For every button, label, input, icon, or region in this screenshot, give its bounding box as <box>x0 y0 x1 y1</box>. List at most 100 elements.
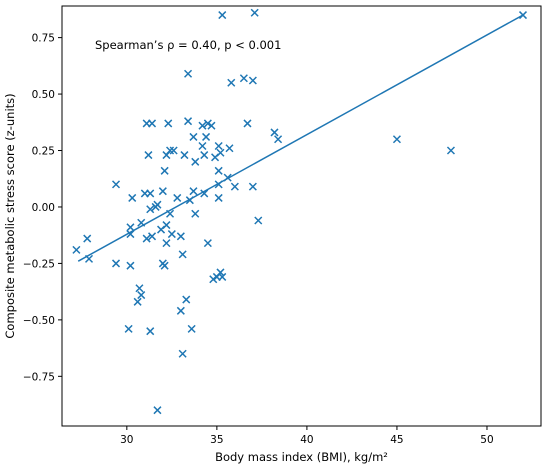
data-point <box>144 151 153 160</box>
data-point <box>153 406 162 415</box>
data-point <box>184 69 193 78</box>
y-axis-label: Composite metabolic stress score (z-unit… <box>3 93 17 338</box>
data-point <box>227 78 236 87</box>
data-point <box>166 146 175 155</box>
data-point <box>185 196 194 205</box>
data-point <box>216 148 225 157</box>
data-point <box>207 121 216 130</box>
data-point <box>126 230 135 239</box>
data-point <box>191 157 200 166</box>
x-tick-label: 30 <box>120 434 133 446</box>
data-point <box>446 146 455 155</box>
data-point <box>176 232 185 241</box>
x-tick-label: 45 <box>390 434 403 446</box>
data-point <box>225 144 234 153</box>
x-axis-label: Body mass index (BMI), kg/m² <box>215 450 388 464</box>
data-point <box>146 327 155 336</box>
data-point <box>160 166 169 175</box>
data-point <box>239 74 248 83</box>
data-point <box>392 135 401 144</box>
data-point <box>187 324 196 333</box>
data-point <box>126 261 135 270</box>
y-tick-label: −0.50 <box>23 315 55 327</box>
data-point <box>248 76 257 85</box>
plot-area <box>61 5 542 427</box>
data-point <box>83 234 92 243</box>
data-point <box>162 239 171 248</box>
data-point <box>214 180 223 189</box>
data-point <box>274 135 283 144</box>
data-point <box>189 187 198 196</box>
data-point <box>209 275 218 284</box>
data-point <box>135 284 144 293</box>
data-point <box>148 232 157 241</box>
data-point <box>148 119 157 128</box>
data-point <box>84 254 94 263</box>
data-point <box>200 189 209 198</box>
data-point <box>198 141 207 151</box>
data-point <box>243 119 252 128</box>
data-point <box>137 218 146 227</box>
data-point <box>230 182 239 191</box>
correlation-annotation: Spearman’s ρ = 0.40, p < 0.001 <box>95 38 281 52</box>
data-point <box>173 193 182 202</box>
data-point <box>153 200 162 209</box>
data-point <box>128 193 137 202</box>
data-point <box>146 205 155 214</box>
data-point <box>160 261 169 270</box>
data-point <box>124 324 133 333</box>
data-point <box>202 132 211 141</box>
x-tick-label: 50 <box>480 434 493 446</box>
y-tick-label: −0.75 <box>23 371 55 383</box>
data-point <box>169 146 178 155</box>
data-point <box>182 295 191 304</box>
data-point <box>162 221 171 230</box>
data-point <box>142 234 151 243</box>
data-point <box>180 151 189 160</box>
axis-ticks: 30 35 40 45 50 −0.75 −0.50 −0.25 0.00 0.25 0.50 0.7… <box>23 33 494 446</box>
data-point <box>248 182 257 191</box>
data-point <box>137 291 146 300</box>
data-point <box>189 132 198 141</box>
data-point <box>72 245 81 254</box>
data-point <box>218 11 227 20</box>
y-tick-label: 0.50 <box>32 89 55 101</box>
y-tick-label: 0.75 <box>32 33 55 45</box>
data-point <box>133 297 142 306</box>
data-point <box>178 250 187 259</box>
y-tick-label: 0.00 <box>32 202 55 214</box>
data-point <box>203 119 212 128</box>
data-points <box>72 8 528 415</box>
data-point <box>176 306 185 315</box>
x-tick-label: 40 <box>300 434 313 446</box>
data-point <box>111 259 121 268</box>
regression-line <box>77 14 524 262</box>
data-point <box>518 11 528 20</box>
data-point <box>166 209 175 218</box>
data-point <box>158 187 167 196</box>
data-point <box>218 272 227 281</box>
data-point <box>214 166 223 175</box>
y-tick-label: 0.25 <box>32 146 55 158</box>
data-point <box>146 189 155 198</box>
data-point <box>254 216 263 225</box>
data-point <box>214 141 223 151</box>
data-point <box>167 230 176 239</box>
data-point <box>164 119 173 128</box>
x-tick-label: 35 <box>210 434 223 446</box>
data-point <box>198 121 207 130</box>
data-point <box>270 128 279 137</box>
y-tick-label: −0.25 <box>23 258 55 270</box>
data-point <box>223 173 232 182</box>
data-point <box>191 209 200 218</box>
data-point <box>184 117 193 126</box>
data-point <box>250 8 259 17</box>
data-point <box>200 151 209 160</box>
data-point <box>203 239 212 248</box>
data-point <box>216 268 225 277</box>
data-point <box>126 223 135 232</box>
data-point <box>178 349 187 358</box>
data-point <box>214 193 223 202</box>
data-point <box>111 180 121 189</box>
